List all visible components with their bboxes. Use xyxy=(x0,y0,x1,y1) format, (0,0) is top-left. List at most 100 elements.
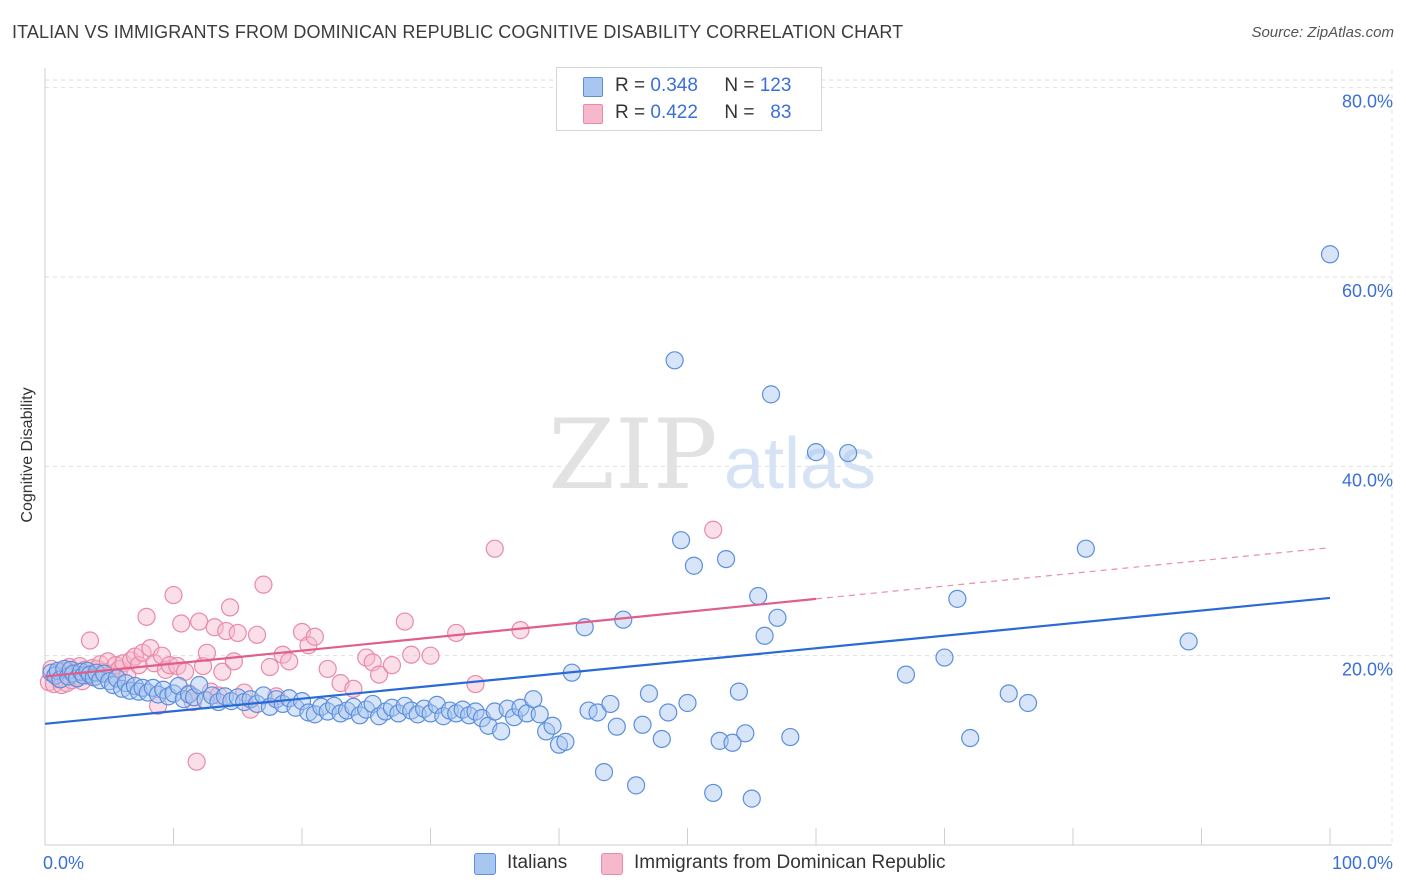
dominican-point xyxy=(217,621,236,641)
dominican-point xyxy=(145,654,164,673)
italians-point xyxy=(524,690,543,709)
dominican-trend-extension xyxy=(815,547,1331,600)
italians-point xyxy=(896,665,916,684)
dominican-point xyxy=(485,539,504,558)
gridlines xyxy=(45,70,1393,845)
italians-point xyxy=(742,789,761,808)
bottom-legend-swatch-italians xyxy=(474,853,496,875)
dominican-point xyxy=(402,645,421,664)
legend-r-label: R = xyxy=(615,75,646,96)
italians-point xyxy=(1018,693,1038,713)
x-tick-label: 0.0% xyxy=(43,853,84,873)
italians-point xyxy=(492,722,511,741)
x-tick-label: 100.0% xyxy=(1332,853,1393,873)
italians-point xyxy=(543,716,562,735)
italians-point xyxy=(671,531,691,550)
italians-point xyxy=(723,733,742,752)
dominican-point xyxy=(190,612,209,631)
dominican-point xyxy=(260,657,279,677)
dominican-point xyxy=(704,520,723,539)
y-tick-label: 60.0% xyxy=(1342,281,1393,301)
italians-point xyxy=(626,776,646,795)
legend-n-value-dominican: 83 xyxy=(770,102,792,123)
italians-point xyxy=(781,727,800,747)
italians-point xyxy=(601,694,620,714)
italians-point xyxy=(652,729,671,749)
italians-point xyxy=(948,589,967,608)
dominican-point xyxy=(382,656,402,675)
italians-trend-line xyxy=(44,596,1331,725)
italians-point xyxy=(659,703,678,722)
italians-point xyxy=(530,705,549,724)
legend-r-value-italians: 0.348 xyxy=(650,75,698,96)
dominican-point xyxy=(224,652,243,671)
italians-point xyxy=(716,550,736,569)
legend-n-value-italians: 123 xyxy=(759,75,792,96)
legend-n-label: N = xyxy=(724,102,755,123)
dominican-point xyxy=(318,659,337,679)
dominican-point xyxy=(395,612,414,631)
italians-point xyxy=(588,703,607,722)
dominican-point xyxy=(80,631,100,650)
watermark: ZIP atlas xyxy=(548,399,876,511)
italians-point xyxy=(639,684,659,703)
dominican-point xyxy=(137,607,156,626)
dominican-trend-line xyxy=(44,597,817,678)
italians-point xyxy=(1179,632,1198,651)
italians-point xyxy=(579,701,598,720)
dominican-point xyxy=(370,665,389,684)
italians-point xyxy=(684,556,704,575)
bottom-legend-swatch-dominican xyxy=(601,853,623,875)
italians-point xyxy=(755,626,774,645)
y-tick-label: 20.0% xyxy=(1342,660,1393,680)
italians-point xyxy=(202,686,222,705)
legend-swatch-italians xyxy=(583,77,603,97)
italians-point xyxy=(292,692,312,711)
italians-point xyxy=(665,351,684,370)
axes xyxy=(44,68,1392,846)
watermark-atlas: atlas xyxy=(724,424,876,504)
italians-point xyxy=(839,443,858,463)
italians-point xyxy=(607,717,626,736)
italians-point xyxy=(999,684,1018,703)
italians-point xyxy=(1076,539,1095,558)
dominican-point xyxy=(220,598,240,617)
italians-point xyxy=(678,693,697,713)
dominican-point xyxy=(197,643,217,662)
dominican-point xyxy=(273,645,292,664)
italians-point xyxy=(935,648,954,667)
dominican-point xyxy=(205,618,224,637)
dominican-point xyxy=(305,627,324,646)
y-tick-label: 40.0% xyxy=(1342,470,1393,490)
bottom-legend-label-italians: Italians xyxy=(507,852,568,873)
italians-point xyxy=(761,385,781,404)
legend-n-label: N = xyxy=(724,75,755,96)
dominican-point xyxy=(280,652,299,671)
dominican-point xyxy=(466,674,485,694)
dominican-point xyxy=(164,585,183,605)
dominican-point xyxy=(213,662,232,681)
tick-labels: 20.0% 40.0% 60.0% 80.0% 0.0% 100.0% xyxy=(43,92,1393,873)
italians-point xyxy=(768,608,787,627)
legend-swatch-dominican xyxy=(583,104,603,124)
dominican-point xyxy=(254,575,273,594)
legend: R = 0.348 N = 123 R = 0.422 N = 83 xyxy=(556,67,822,131)
italians-point xyxy=(736,724,755,743)
dominican-point xyxy=(421,646,440,665)
italians-point xyxy=(729,682,749,701)
italians-point xyxy=(749,586,768,606)
dominican-point xyxy=(172,614,191,633)
italians-point xyxy=(466,702,485,721)
italians-point xyxy=(190,675,209,695)
watermark-zip: ZIP xyxy=(548,399,717,511)
italians-point xyxy=(594,763,614,782)
italians-point xyxy=(961,728,980,748)
dominican-point xyxy=(187,752,206,771)
bottom-legend-label-dominican: Immigrants from Dominican Republic xyxy=(634,852,946,873)
italians-point xyxy=(1320,245,1340,264)
italians-point xyxy=(806,443,826,462)
trend-lines xyxy=(44,547,1331,725)
chart-source: Source: ZipAtlas.com xyxy=(1251,24,1394,41)
y-tick-label: 80.0% xyxy=(1342,92,1393,112)
